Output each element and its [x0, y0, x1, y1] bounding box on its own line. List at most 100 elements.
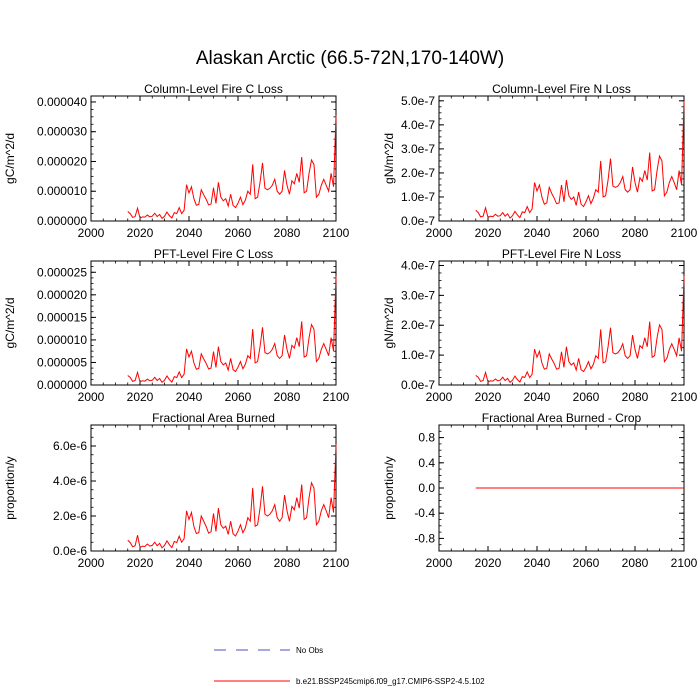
y-tick-label: 0.0e-7 [401, 214, 435, 228]
x-tick-label: 2040 [176, 226, 203, 240]
x-tick-label: 2000 [426, 226, 453, 240]
x-tick-label: 2060 [573, 226, 600, 240]
x-tick-label: 2060 [225, 226, 252, 240]
y-tick-label: 1.0e-7 [401, 190, 435, 204]
y-tick-label: 2.0e-7 [401, 166, 435, 180]
x-tick-label: 2000 [78, 556, 105, 570]
y-tick-label: 0.000030 [37, 125, 87, 139]
x-tick-label: 2020 [475, 226, 502, 240]
y-tick-label: 3.0e-7 [401, 142, 435, 156]
y-tick-label: 5.0e-7 [401, 94, 435, 108]
x-tick-label: 2020 [127, 390, 154, 404]
plot-frame [90, 260, 337, 386]
x-tick-label: 2020 [475, 390, 502, 404]
x-tick-label: 2040 [524, 390, 551, 404]
panel-title: PFT-Level Fire N Loss [502, 247, 621, 261]
panel-3: PFT-Level Fire C Loss gC/m^2/d 2000 2020 204… [3, 247, 350, 404]
x-tick-label: 2080 [622, 226, 649, 240]
x-tick-label: 2000 [78, 390, 105, 404]
y-tick-label: 0.000005 [37, 355, 87, 369]
x-tick-label: 2060 [573, 390, 600, 404]
series-line [127, 444, 337, 549]
panel-title: PFT-Level Fire C Loss [154, 247, 273, 261]
y-tick-label: 4.0e-7 [401, 258, 435, 272]
x-tick-label: 2040 [176, 556, 203, 570]
y-axis-label: proportion/y [3, 456, 17, 519]
y-tick-label: 2.0e-6 [53, 509, 87, 523]
plot-frame [90, 424, 337, 552]
plot-frame [90, 95, 337, 222]
y-tick-label: 0.000000 [37, 214, 87, 228]
x-tick-label: 2040 [524, 556, 551, 570]
y-axis-label: proportion/y [382, 456, 396, 519]
y-tick-label: -0.4 [414, 506, 435, 520]
y-tick-label: 6.0e-6 [53, 439, 87, 453]
series-line [475, 100, 685, 219]
y-tick-label: 4.0e-6 [53, 474, 87, 488]
y-tick-label: 4.0e-7 [401, 118, 435, 132]
panel-6: Fractional Area Burned - Crop proportion/… [382, 411, 698, 570]
panel-4: PFT-Level Fire N Loss gN/m^2/d 2000 2020 204… [382, 247, 698, 404]
x-tick-label: 2000 [426, 556, 453, 570]
x-tick-label: 2060 [573, 556, 600, 570]
series-line [475, 275, 685, 384]
x-tick-label: 2040 [524, 226, 551, 240]
y-axis-label: gN/m^2/d [382, 133, 396, 184]
y-axis-label: gN/m^2/d [382, 298, 396, 349]
x-tick-label: 2080 [622, 390, 649, 404]
y-tick-label: 0.8 [418, 431, 435, 445]
panel-2: Column-Level Fire N Loss gN/m^2/d 2000 2020… [382, 82, 698, 240]
y-tick-label: 0.4 [418, 456, 435, 470]
y-tick-label: 0.000025 [37, 265, 87, 279]
series-line [127, 275, 337, 384]
y-axis-label: gC/m^2/d [3, 133, 17, 184]
y-tick-label: 0.000015 [37, 310, 87, 324]
x-tick-label: 2100 [323, 556, 350, 570]
y-tick-label: 0.0e-7 [401, 378, 435, 392]
x-tick-label: 2060 [225, 390, 252, 404]
y-tick-label: 0.000010 [37, 184, 87, 198]
panel-title: Fractional Area Burned [152, 411, 275, 425]
plot-frame [438, 260, 685, 386]
x-tick-label: 2100 [671, 226, 698, 240]
x-tick-label: 2100 [323, 226, 350, 240]
legend-obs-label: No Obs [296, 646, 323, 655]
y-axis-label: gC/m^2/d [3, 298, 17, 349]
x-tick-label: 2080 [274, 226, 301, 240]
y-tick-label: 0.000020 [37, 154, 87, 168]
x-tick-label: 2080 [622, 556, 649, 570]
y-tick-label: 3.0e-7 [401, 288, 435, 302]
x-tick-label: 2060 [225, 556, 252, 570]
y-tick-label: -0.8 [414, 531, 435, 545]
x-tick-label: 2020 [127, 226, 154, 240]
x-tick-label: 2080 [274, 556, 301, 570]
x-tick-label: 2020 [127, 556, 154, 570]
panel-title: Column-Level Fire C Loss [144, 82, 283, 96]
legend-series-label: b.e21.BSSP245cmip6.f09_g17.CMIP6-SSP2-4.… [296, 677, 485, 686]
panel-5: Fractional Area Burned proportion/y 2000 20… [3, 411, 350, 570]
x-tick-label: 2000 [426, 390, 453, 404]
x-tick-label: 2020 [475, 556, 502, 570]
series-line [127, 115, 337, 220]
x-tick-label: 2100 [323, 390, 350, 404]
x-tick-label: 2000 [78, 226, 105, 240]
x-tick-label: 2080 [274, 390, 301, 404]
x-tick-label: 2100 [671, 556, 698, 570]
figure-title: Alaskan Arctic (66.5-72N,170-140W) [195, 48, 505, 69]
y-tick-label: 0.000010 [37, 333, 87, 347]
y-tick-label: 0.000000 [37, 378, 87, 392]
panel-title: Column-Level Fire N Loss [492, 82, 631, 96]
y-tick-label: 2.0e-7 [401, 318, 435, 332]
x-tick-label: 2100 [671, 390, 698, 404]
y-tick-label: 0.0e-6 [53, 544, 87, 558]
panel-1: Column-Level Fire C Loss gC/m^2/d 2000 2020… [3, 82, 350, 240]
y-tick-label: 0.0 [418, 481, 435, 495]
legend: No Obs b.e21.BSSP245cmip6.f09_g17.CMIP6-… [214, 646, 485, 686]
panel-title: Fractional Area Burned - Crop [482, 411, 642, 425]
y-tick-label: 0.000020 [37, 288, 87, 302]
plot-frame [438, 95, 685, 222]
y-tick-label: 1.0e-7 [401, 348, 435, 362]
x-tick-label: 2040 [176, 390, 203, 404]
y-tick-label: 0.000040 [37, 95, 87, 109]
